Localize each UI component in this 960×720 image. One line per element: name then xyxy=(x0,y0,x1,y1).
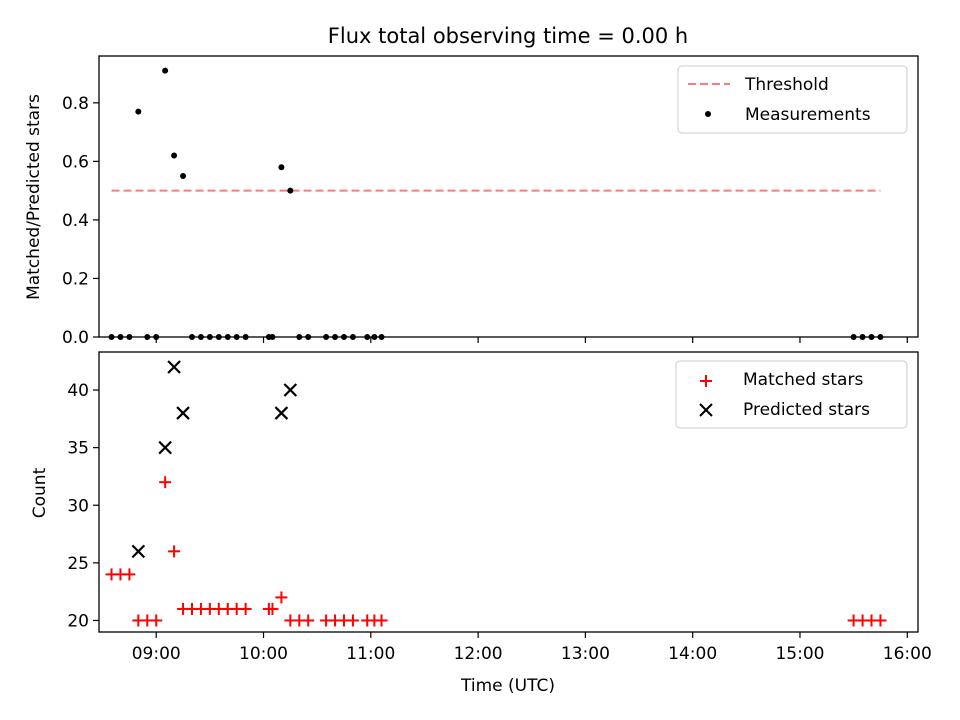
measurement-point xyxy=(877,334,884,340)
count-y-tick-label: 40 xyxy=(67,381,89,401)
matched-star-point xyxy=(375,614,388,627)
measurement-point xyxy=(340,334,347,340)
legend-measurements-marker xyxy=(705,111,711,117)
measurement-point xyxy=(323,334,330,340)
ratio-y-tick-label: 0.0 xyxy=(62,328,89,348)
measurement-point xyxy=(859,334,866,340)
count-x-tick-label: 11:00 xyxy=(346,644,395,664)
predicted-star-point xyxy=(283,383,298,397)
matched-star-point xyxy=(302,614,315,627)
count-legend: Matched stars Predicted stars xyxy=(675,360,908,429)
matched-star-point xyxy=(168,545,181,558)
ratio-legend: Threshold Measurements xyxy=(677,65,908,134)
measurement-point xyxy=(135,108,142,115)
measurement-point xyxy=(108,334,115,340)
count-x-tick-label: 10:00 xyxy=(239,644,288,664)
count-x-tick-label: 09:00 xyxy=(132,644,181,664)
matched-star-point xyxy=(159,476,172,489)
matched-star-point xyxy=(275,591,288,604)
count-x-tick-label: 14:00 xyxy=(668,644,717,664)
ratio-y-tick-label: 0.6 xyxy=(62,152,89,172)
measurement-point xyxy=(188,334,195,340)
ratio-y-tick-label: 0.8 xyxy=(62,94,89,114)
matched-star-point xyxy=(266,602,279,615)
measurement-point xyxy=(197,334,204,340)
measurement-point xyxy=(180,173,187,180)
measurement-point xyxy=(215,334,222,340)
predicted-star-point xyxy=(176,406,190,420)
predicted-star-point xyxy=(274,406,289,420)
measurement-point xyxy=(868,334,875,340)
legend-predicted-marker xyxy=(699,403,713,417)
panel-count: 20 25 30 35 40 09:00 10:00 11:00 12:00 13:00 14:00… xyxy=(30,351,932,696)
chart-title: Flux total observing time = 0.00 h xyxy=(328,24,688,48)
matched-star-point xyxy=(150,614,163,627)
x-axis-label: Time (UTC) xyxy=(460,676,555,696)
measurement-point xyxy=(117,334,124,340)
ratio-plot-frame xyxy=(98,55,919,338)
ratio-y-tick-label: 0.2 xyxy=(62,269,89,289)
count-y-tick-label: 25 xyxy=(67,554,89,574)
ratio-y-tick-label: 0.4 xyxy=(62,211,89,231)
matched-star-point xyxy=(239,602,252,615)
count-y-tick-label: 20 xyxy=(67,611,89,631)
panel-ratio: Flux total observing time = 0.00 h 0.00.… xyxy=(24,24,919,348)
count-axis: 20 25 30 35 40 09:00 10:00 11:00 12:00 13:00 14:00… xyxy=(67,381,931,664)
measurement-point xyxy=(206,334,213,340)
measurement-point xyxy=(242,334,249,340)
measurement-point xyxy=(378,334,385,340)
measurement-point xyxy=(162,67,169,74)
count-x-tick-label: 16:00 xyxy=(883,644,932,664)
measurement-point xyxy=(296,334,303,340)
measurement-point xyxy=(287,187,294,194)
count-x-tick-label: 15:00 xyxy=(775,644,824,664)
measurement-point xyxy=(371,334,378,340)
measurement-point xyxy=(224,334,231,340)
count-x-tick-label: 12:00 xyxy=(454,644,503,664)
measurement-point xyxy=(171,152,178,159)
count-x-tick-label: 13:00 xyxy=(561,644,610,664)
matched-star-point xyxy=(123,568,136,581)
matched-star-point xyxy=(346,614,359,627)
matched-star-point xyxy=(874,614,887,627)
ratio-axis: 0.0 0.2 0.4 0.6 0.8 xyxy=(62,94,908,348)
ratio-data xyxy=(108,67,884,340)
measurement-point xyxy=(269,334,276,340)
legend-matched-marker xyxy=(700,375,712,387)
measurement-point xyxy=(153,334,160,340)
legend-predicted-label: Predicted stars xyxy=(743,400,870,420)
measurement-point xyxy=(332,334,339,340)
measurement-point xyxy=(144,334,151,340)
measurement-point xyxy=(850,334,857,340)
count-legend-box xyxy=(675,360,908,429)
ratio-y-axis-label: Matched/Predicted stars xyxy=(24,94,44,300)
measurement-point xyxy=(126,334,133,340)
measurement-point xyxy=(364,334,371,340)
count-data xyxy=(105,360,887,627)
measurement-point xyxy=(305,334,312,340)
measurement-point xyxy=(349,334,356,340)
predicted-star-point xyxy=(167,360,181,374)
legend-measurements-label: Measurements xyxy=(745,105,871,125)
legend-threshold-label: Threshold xyxy=(744,75,829,95)
predicted-star-point xyxy=(158,440,172,455)
count-y-tick-label: 30 xyxy=(67,496,89,516)
measurement-point xyxy=(233,334,240,340)
legend-matched-label: Matched stars xyxy=(743,370,863,390)
measurement-point xyxy=(278,164,285,171)
count-plot-frame xyxy=(98,351,919,633)
ratio-legend-box xyxy=(677,65,908,134)
predicted-star-point xyxy=(131,544,146,559)
count-y-tick-label: 35 xyxy=(67,439,89,459)
count-y-axis-label: Count xyxy=(30,467,50,518)
